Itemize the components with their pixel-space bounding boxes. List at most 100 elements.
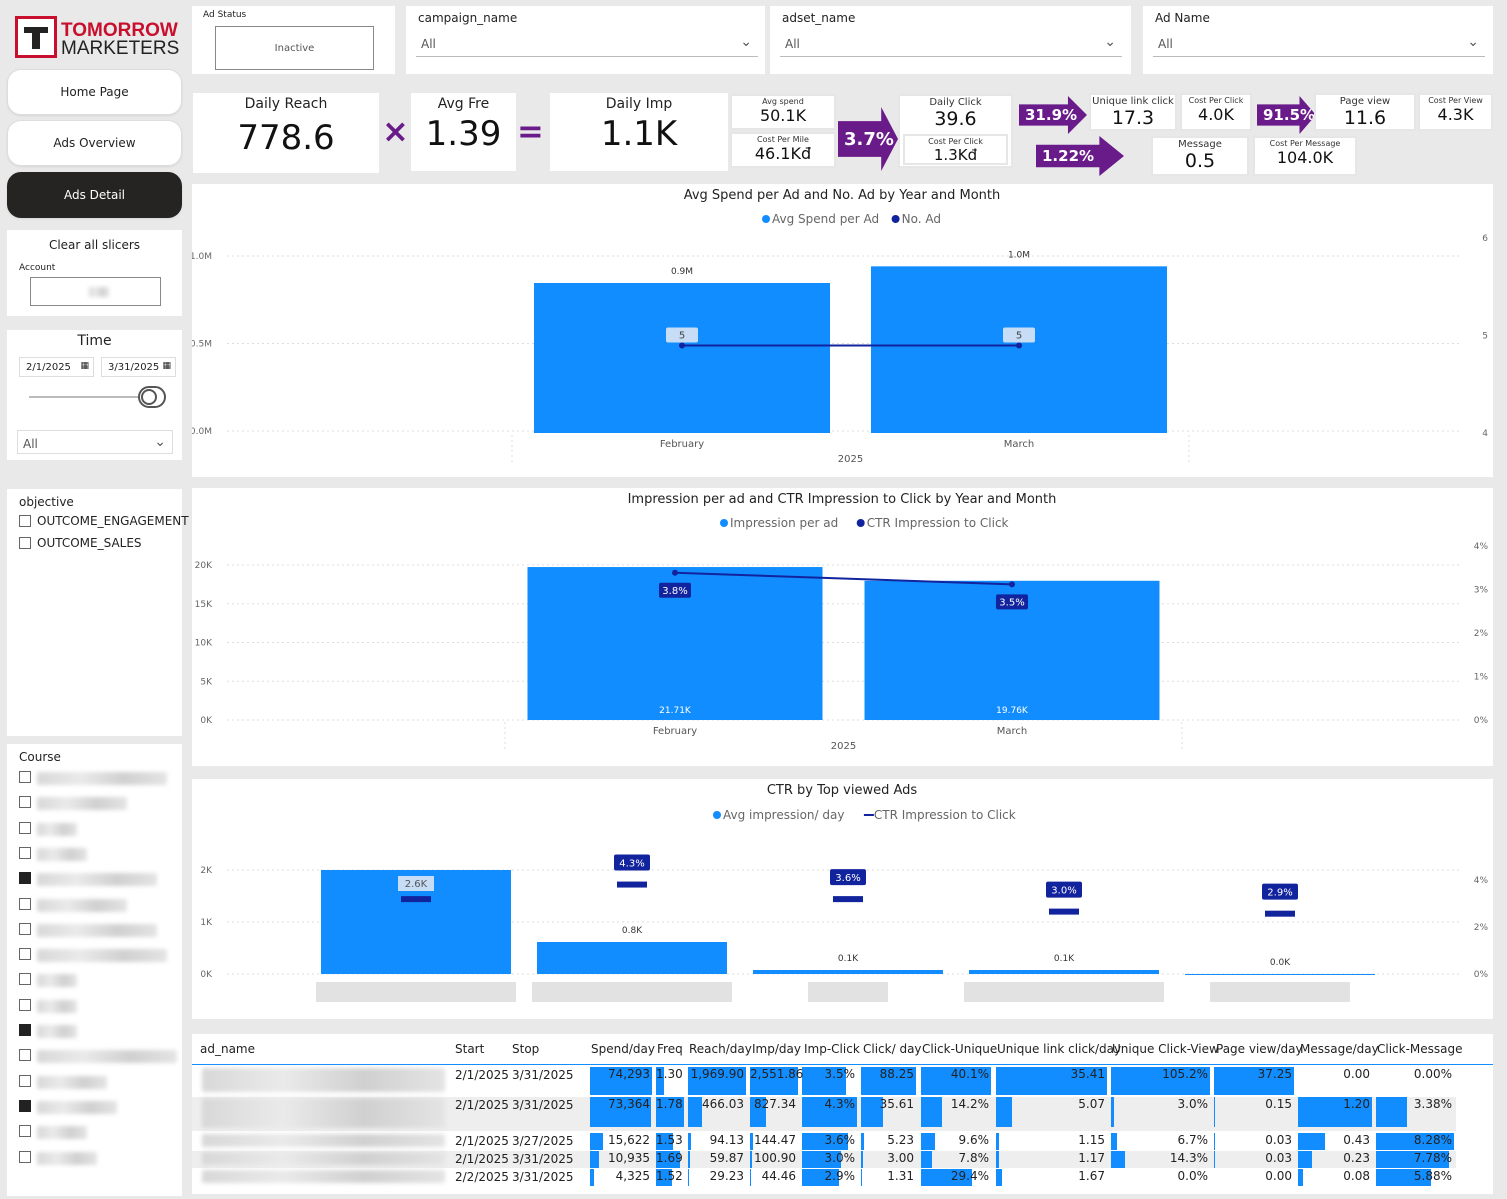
course-checkbox[interactable] (19, 872, 31, 885)
course-checkbox[interactable] (19, 973, 31, 986)
message-label: Message (1178, 139, 1222, 150)
column-header[interactable]: Spend/day (591, 1042, 655, 1056)
course-option[interactable] (37, 772, 167, 785)
course-option[interactable] (37, 1075, 107, 1089)
start-date-cell: 2/2/2025 (455, 1170, 509, 1184)
course-option[interactable] (37, 1126, 87, 1140)
course-checkbox[interactable] (19, 1125, 31, 1138)
objective-panel: objective OUTCOME_ENGAGEMENT OUTCOME_SAL… (7, 489, 189, 736)
course-option[interactable] (37, 999, 77, 1013)
bar (753, 970, 943, 974)
ad-name-cell[interactable] (202, 1152, 445, 1165)
table-cell: 1.30 (656, 1067, 684, 1095)
column-header[interactable]: ad_name (200, 1042, 256, 1056)
y-tick-label: 20K (195, 561, 213, 571)
date-slider-handle[interactable] (138, 386, 166, 408)
calendar-icon[interactable]: ▦ (80, 361, 89, 371)
account-input[interactable] (30, 277, 161, 306)
course-checkbox[interactable] (19, 771, 31, 783)
column-header[interactable]: Click/ day (863, 1042, 922, 1056)
objective-checkbox[interactable] (19, 537, 31, 549)
nav-home-button[interactable]: Home Page (7, 69, 182, 115)
course-checkbox[interactable] (19, 1024, 31, 1036)
table-cell: 1,969.90 (688, 1067, 746, 1095)
page-view-card: Page view 11.6 (1314, 93, 1416, 131)
table-cell: 0.03 (1214, 1133, 1292, 1150)
campaign-dropdown[interactable]: All ⌄ (416, 31, 758, 57)
end-date-input[interactable]: 3/31/2025 ▦ (101, 357, 176, 377)
stop-date-cell: 3/27/2025 (512, 1134, 574, 1148)
column-header[interactable]: Stop (512, 1042, 540, 1056)
table-cell: 9.6% (921, 1133, 991, 1150)
column-header[interactable]: Freq (657, 1042, 683, 1056)
date-slider-track[interactable] (29, 396, 154, 398)
x-tick-label-redacted (532, 982, 732, 1002)
course-checkbox[interactable] (19, 821, 31, 834)
course-option[interactable] (37, 923, 157, 937)
column-header[interactable]: Imp/day (752, 1042, 801, 1056)
course-checkbox[interactable] (19, 1099, 31, 1112)
course-option[interactable] (37, 873, 157, 887)
ad-status-slicer: Ad Status Inactive (192, 6, 395, 74)
column-header[interactable]: Unique link click/day (997, 1042, 1122, 1056)
bar-value-label: 1.0M (1008, 250, 1030, 260)
ad-name-cell[interactable] (202, 1134, 445, 1147)
column-header[interactable]: Click-Message (1377, 1042, 1463, 1056)
course-checkbox[interactable] (19, 998, 31, 1011)
ctr-marker (617, 881, 647, 888)
course-checkbox[interactable] (19, 846, 31, 859)
calendar-icon[interactable]: ▦ (162, 361, 171, 371)
adset-dropdown[interactable]: All ⌄ (780, 31, 1122, 57)
objective-option[interactable]: OUTCOME_ENGAGEMENT (37, 514, 189, 528)
course-option[interactable] (37, 1025, 77, 1038)
column-header[interactable]: Page view/day (1216, 1042, 1303, 1056)
time-dropdown[interactable]: All ⌄ (17, 430, 173, 454)
column-header[interactable]: Imp-Click (804, 1042, 860, 1056)
ad-name-cell[interactable] (202, 1098, 445, 1128)
course-option[interactable] (37, 1050, 177, 1064)
objective-option[interactable]: OUTCOME_SALES (37, 536, 142, 550)
adname-dropdown[interactable]: All ⌄ (1153, 31, 1485, 57)
course-option[interactable] (37, 1100, 117, 1114)
table-cell: 29.23 (688, 1169, 744, 1186)
course-option[interactable] (37, 898, 127, 912)
course-checkbox[interactable] (19, 922, 31, 935)
line-point (1016, 342, 1022, 349)
start-date-input[interactable]: 2/1/2025 ▦ (19, 357, 94, 377)
chart-title: CTR by Top viewed Ads (767, 783, 918, 798)
line-point (672, 569, 678, 576)
column-header[interactable]: Reach/day (689, 1042, 752, 1056)
course-option[interactable] (37, 822, 77, 836)
ad-status-button[interactable]: Inactive (215, 26, 374, 70)
course-checkbox[interactable] (19, 897, 31, 910)
y-tick-label: 1K (200, 918, 213, 928)
table-cell: 2,551.86 (750, 1067, 803, 1095)
ad-name-cell[interactable] (202, 1068, 445, 1092)
course-checkbox[interactable] (19, 1150, 31, 1163)
course-option[interactable] (37, 949, 167, 963)
course-checkbox[interactable] (19, 1049, 31, 1062)
nav-overview-button[interactable]: Ads Overview (7, 120, 182, 166)
course-option[interactable] (37, 974, 77, 988)
column-header[interactable]: Start (455, 1042, 485, 1056)
column-header[interactable]: Message/day (1300, 1042, 1379, 1056)
avg-freq-value: 1.39 (425, 114, 502, 154)
course-checkbox[interactable] (19, 948, 31, 961)
column-header[interactable]: Unique Click-View (1112, 1042, 1219, 1056)
clear-slicers-button[interactable]: Clear all slicers (48, 238, 141, 252)
column-header[interactable]: Click-Unique (922, 1042, 998, 1056)
ctr-label-box (1046, 881, 1082, 898)
ad-name-cell[interactable] (202, 1170, 445, 1183)
course-option[interactable] (37, 1151, 97, 1165)
course-option[interactable] (37, 847, 87, 861)
ctr-arrow-1: 3.7% (838, 107, 898, 171)
course-checkbox[interactable] (19, 1074, 31, 1087)
course-option[interactable] (37, 797, 127, 811)
cpc2-value: 4.0K (1198, 105, 1234, 124)
cpm-label: Cost Per Mile (757, 135, 809, 144)
objective-checkbox[interactable] (19, 515, 31, 527)
y2-tick-label: 4 (1482, 429, 1488, 439)
table-cell: 7.78% (1376, 1151, 1454, 1168)
course-checkbox[interactable] (19, 796, 31, 809)
nav-detail-button[interactable]: Ads Detail (7, 172, 182, 218)
